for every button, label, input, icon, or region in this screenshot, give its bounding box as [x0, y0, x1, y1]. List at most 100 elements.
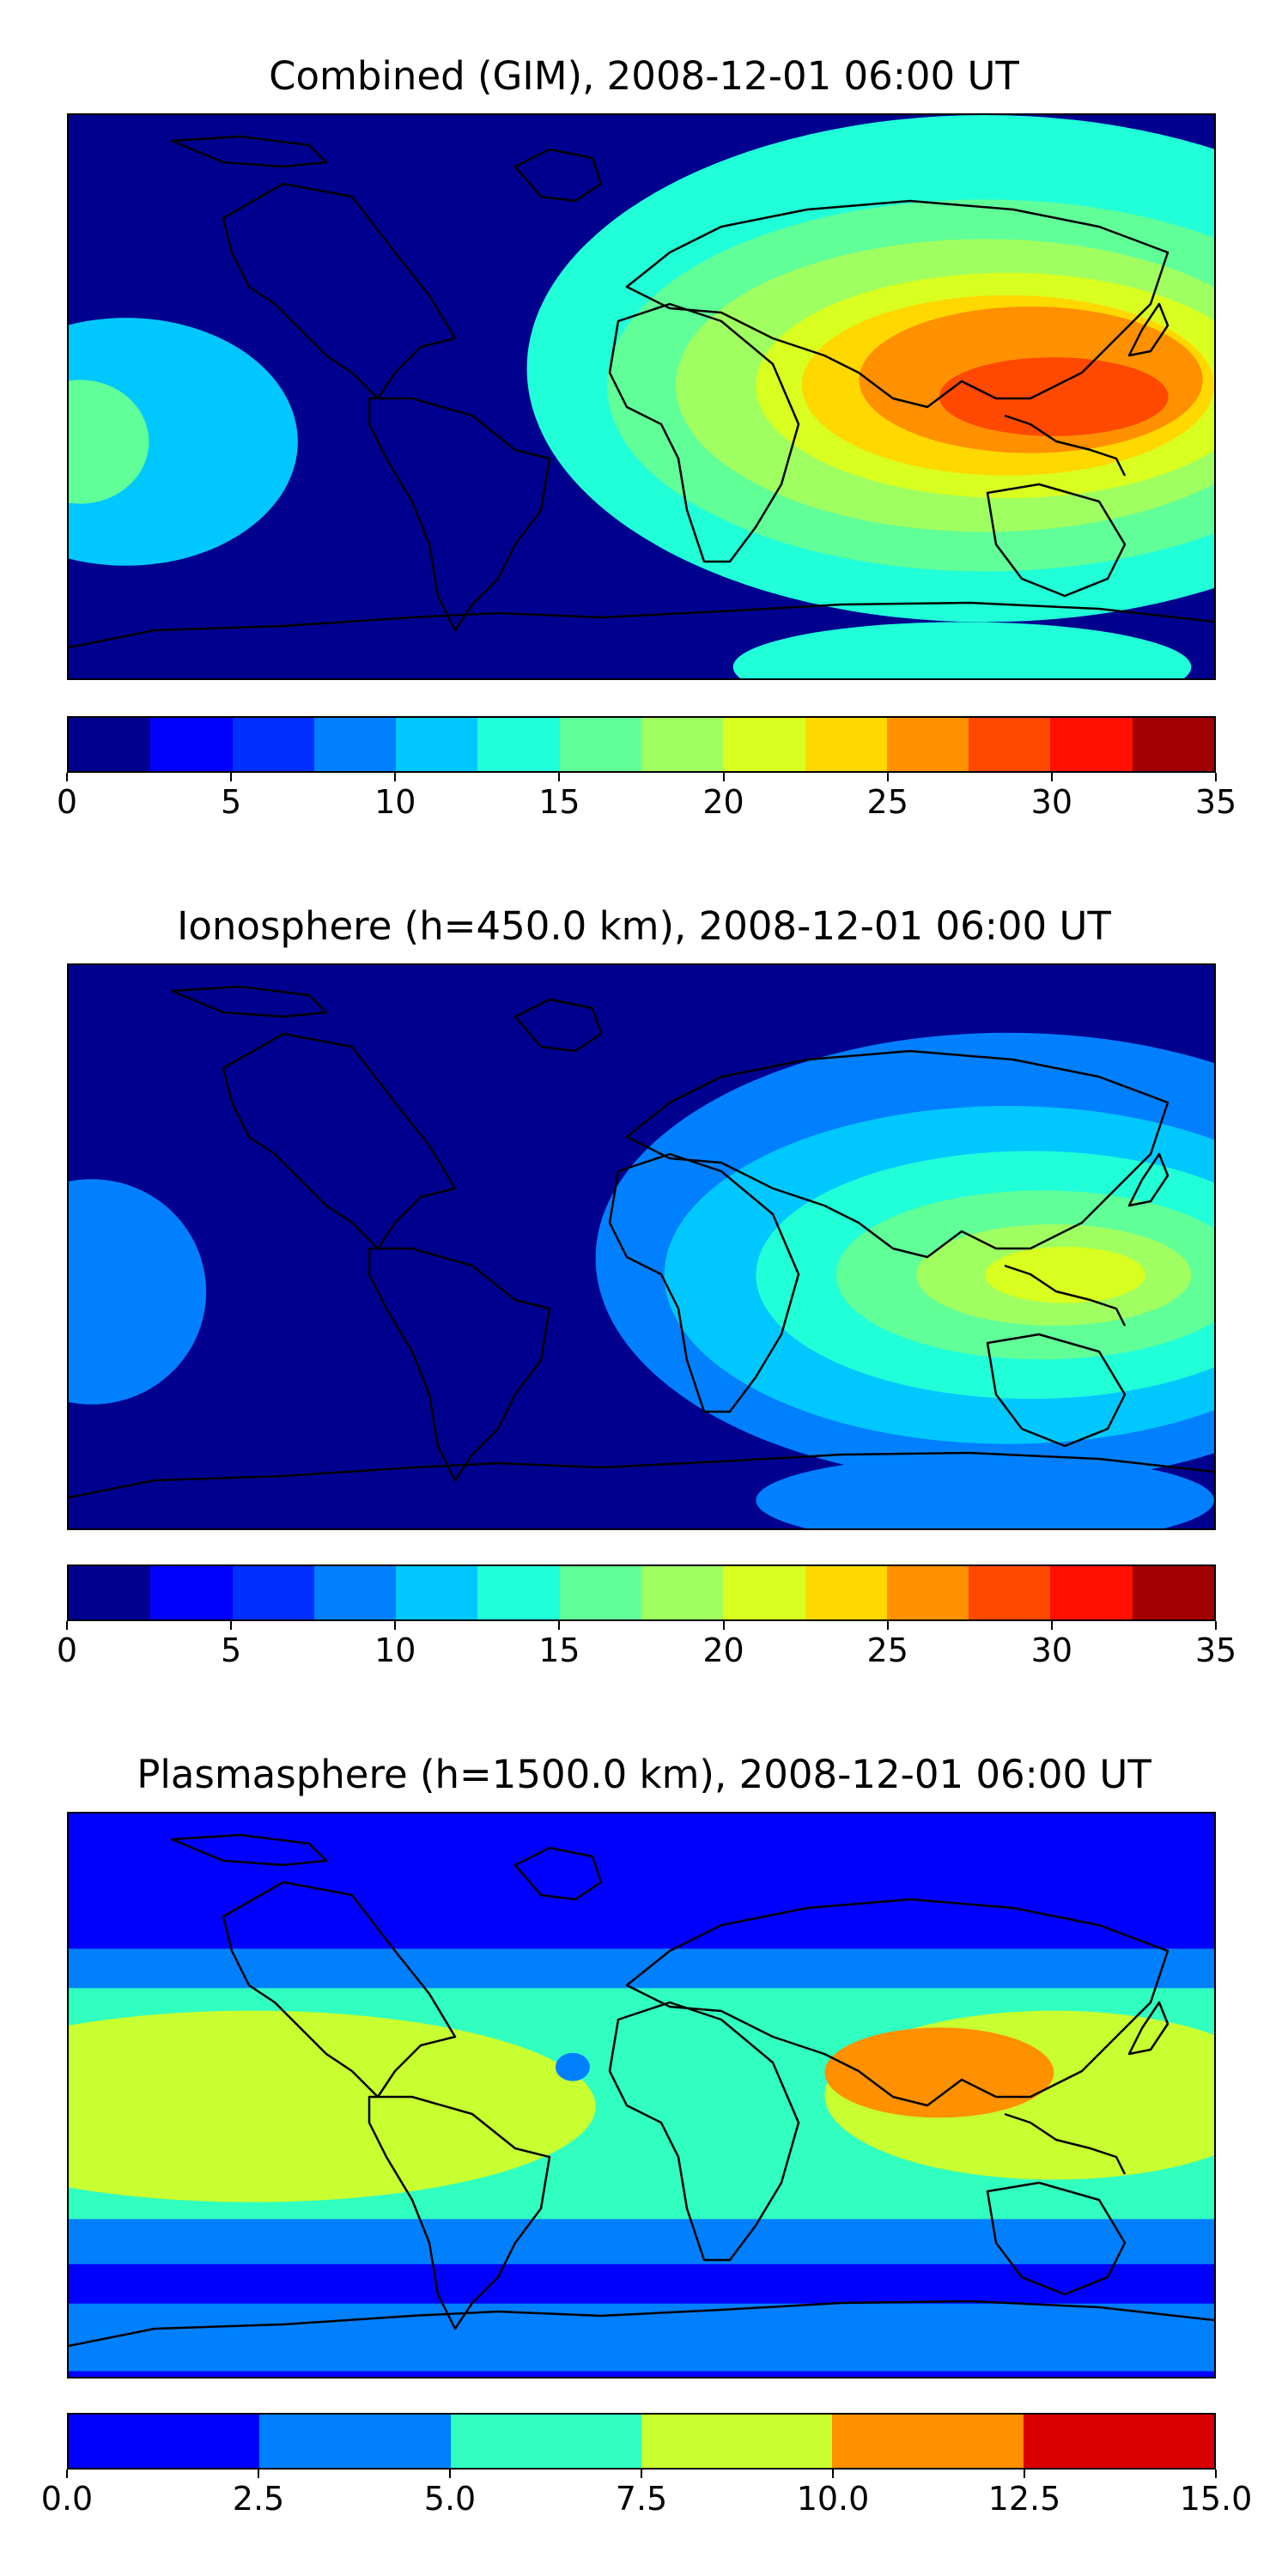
tick-mark [1215, 1621, 1217, 1630]
colorbar [67, 1564, 1216, 1621]
coastline [170, 985, 328, 1018]
tick-label: 30 [1030, 1631, 1073, 1669]
colorbar-ticks: 0 5 10 15 20 25 30 35 [57, 773, 1236, 824]
colorbar-segment [396, 1566, 478, 1619]
tick-mark [230, 1621, 233, 1630]
colorbar-segment [886, 1566, 969, 1619]
contour-region [555, 2052, 590, 2081]
colorbar-segment [723, 718, 805, 771]
tick-label: 30 [1030, 783, 1073, 821]
tick-label: 15 [538, 783, 580, 821]
tick-mark [66, 2470, 68, 2478]
colorbar-segment [69, 718, 151, 771]
map-plot [69, 1814, 1214, 2377]
tick-label: 25 [866, 783, 908, 821]
colorbar-segment [559, 1566, 641, 1619]
coastline [222, 1880, 457, 2099]
coastline [625, 1898, 1170, 2107]
colorbar-segment [805, 1566, 887, 1619]
coastline [170, 1833, 328, 1867]
colorbar-segment [1132, 718, 1214, 771]
coastline [625, 1049, 1170, 1259]
tick-mark [886, 1621, 889, 1630]
coastline [1127, 302, 1170, 357]
contour-region [69, 2010, 596, 2202]
tec-map [67, 1812, 1216, 2379]
colorbar-ticks: 0.0 2.5 5.0 7.5 10.0 12.5 15.0 [41, 2470, 1252, 2521]
tick-mark [832, 2470, 834, 2478]
contour-region [756, 1455, 1214, 1528]
colorbar-segment [150, 718, 233, 771]
tick-mark [1050, 773, 1053, 781]
colorbar-segment [641, 718, 724, 771]
colorbar-segment [886, 718, 969, 771]
colorbar-segment [723, 1566, 805, 1619]
colorbar-segment [477, 718, 560, 771]
tick-label: 20 [702, 783, 744, 821]
coastline [625, 199, 1170, 409]
tick-mark [1050, 1621, 1053, 1630]
coastline [513, 148, 603, 203]
colorbar-segment [1023, 2415, 1214, 2468]
tick-mark [1215, 773, 1217, 781]
colorbar-segment [1132, 1566, 1214, 1619]
tick-label: 2.5 [232, 2480, 285, 2518]
colorbar-segment [313, 718, 397, 771]
tick-label: 0.0 [40, 2480, 94, 2518]
tick-mark [641, 2470, 642, 2478]
chart-title: Plasmasphere (h=1500.0 km), 2008-12-01 0… [137, 1752, 1151, 1797]
colorbar-ticks: 0 5 10 15 20 25 30 35 [57, 1621, 1236, 1673]
contour-region [732, 622, 1192, 678]
contour-region [69, 380, 149, 504]
colorbar [67, 716, 1216, 773]
contour-region [939, 357, 1169, 436]
tick-mark [394, 773, 397, 781]
tick-label: 5 [221, 783, 242, 821]
coastline [69, 1451, 1214, 1499]
coastline [1004, 2112, 1127, 2175]
chart-title: Ionosphere (h=450.0 km), 2008-12-01 06:0… [177, 903, 1111, 949]
tick-label: 5.0 [423, 2480, 477, 2518]
coastline [1004, 1264, 1127, 1327]
tick-label: 20 [702, 1631, 744, 1669]
coastline [368, 397, 551, 632]
colorbar-segment [559, 718, 641, 771]
coastline [608, 1152, 800, 1413]
colorbar-segment [641, 2415, 833, 2468]
contour-region [69, 1179, 207, 1405]
tick-mark [230, 773, 233, 781]
map-plot [69, 115, 1214, 678]
colorbar-segment [1050, 718, 1133, 771]
colorbar-segment [232, 718, 314, 771]
tick-mark [258, 2470, 259, 2478]
tick-mark [66, 773, 68, 781]
coastline [986, 2181, 1127, 2296]
tick-label: 10.0 [796, 2480, 870, 2518]
colorbar-segment [969, 718, 1051, 771]
tick-mark [394, 1621, 397, 1630]
tick-mark [558, 773, 561, 781]
tick-label: 5 [221, 1631, 242, 1669]
coastline [513, 1846, 603, 1901]
coastline [1127, 2001, 1170, 2056]
colorbar-segment [396, 718, 478, 771]
coastline [222, 1032, 457, 1250]
tick-mark [1215, 2470, 1217, 2478]
coastline [513, 998, 603, 1053]
colorbar-segment [805, 718, 887, 771]
colorbar-segment [832, 2415, 1024, 2468]
contour-region [985, 1247, 1145, 1303]
tick-label: 0 [56, 1631, 78, 1669]
tick-mark [1024, 2470, 1025, 2478]
tick-label: 15.0 [1179, 2480, 1253, 2518]
tick-mark [449, 2470, 451, 2478]
colorbar-segment [477, 1566, 560, 1619]
colorbar-segment [150, 1566, 233, 1619]
tick-label: 35 [1194, 783, 1237, 821]
contour-region [69, 318, 298, 566]
tick-label: 7.5 [615, 2480, 668, 2518]
colorbar-segment [69, 2415, 260, 2468]
coastline [1127, 1152, 1170, 1207]
coastline [986, 1333, 1127, 1448]
tick-mark [722, 1621, 725, 1630]
